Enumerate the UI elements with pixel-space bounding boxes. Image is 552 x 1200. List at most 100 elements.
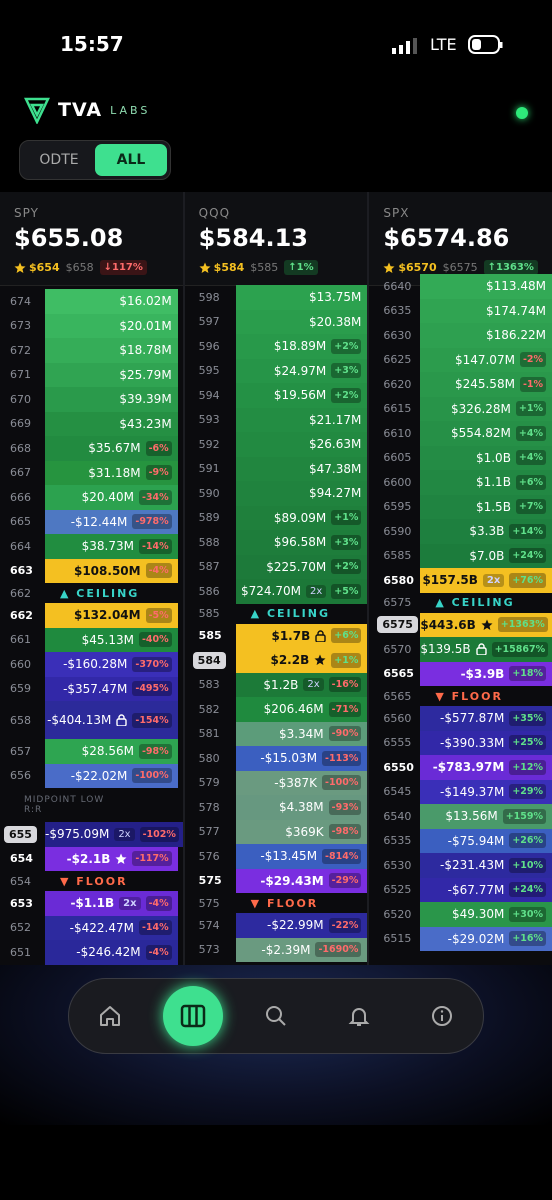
strike: 6600 bbox=[369, 470, 420, 495]
strike: 669 bbox=[0, 412, 45, 437]
nav-info[interactable] bbox=[412, 986, 472, 1046]
exposure-value: $20.40M bbox=[81, 490, 134, 505]
exposure-cell: $186.22M bbox=[420, 323, 552, 348]
exposure-cell: -$15.03M -113% bbox=[235, 746, 368, 771]
strike-row: 665 -$12.44M -978% bbox=[0, 509, 183, 534]
level-label-row: 575 ▼ FLOOR bbox=[185, 893, 368, 913]
midpoint-text: MIDPOINT LOW bbox=[24, 795, 105, 805]
exposure-cell: -$1.1B 2x -4% bbox=[45, 891, 178, 916]
strike-rows: 6640 $113.48M 6635 $174.74M 6630 $186.22M 6625… bbox=[369, 274, 552, 951]
strike-row: 6515 -$29.02M +16% bbox=[369, 926, 552, 951]
strike-value: 6560 bbox=[383, 711, 412, 725]
strike-value: 590 bbox=[198, 486, 220, 500]
strike-row: 6580 $157.5B 2x +76% bbox=[369, 568, 552, 593]
exposure-value: $1.2B bbox=[263, 677, 299, 692]
exposure-cell: $94.27M bbox=[235, 481, 368, 506]
strike-value: 587 bbox=[198, 560, 220, 574]
strike-value: 582 bbox=[198, 702, 220, 716]
change-pct: -4% bbox=[145, 895, 172, 911]
change-pct: -14% bbox=[138, 920, 172, 936]
change-pct: +2% bbox=[331, 559, 362, 575]
strike-value: 657 bbox=[10, 744, 31, 758]
strike: 673 bbox=[0, 314, 45, 339]
change-pct: -6% bbox=[145, 440, 172, 456]
change-badge: ↑1% bbox=[284, 260, 318, 275]
strike: 575 bbox=[185, 869, 236, 894]
exposure-cell: $49.30M +30% bbox=[420, 902, 552, 927]
strike-row: 6595 $1.5B +7% bbox=[369, 494, 552, 519]
strike-value: 6640 bbox=[383, 279, 412, 293]
nav-home[interactable] bbox=[80, 986, 140, 1046]
strike-value: 577 bbox=[198, 825, 220, 839]
logo[interactable]: TVA LABS bbox=[24, 96, 150, 124]
strike-value: 670 bbox=[10, 392, 31, 406]
strike: 656 bbox=[0, 764, 45, 789]
exposure-cell: $369K -98% bbox=[235, 819, 368, 844]
strike: 6555 bbox=[369, 731, 420, 756]
strike-value: 576 bbox=[198, 849, 220, 863]
exposure-value: $132.04M bbox=[73, 608, 141, 623]
exposure-value: $18.89M bbox=[273, 339, 327, 354]
price: $584.13 bbox=[198, 224, 308, 252]
tab[interactable]: ODTE bbox=[39, 152, 79, 168]
exposure-value: $47.38M bbox=[309, 461, 362, 476]
strike-row: 6615 $326.28M +1% bbox=[369, 396, 552, 421]
exposure-cell: $89.09M +1% bbox=[235, 505, 368, 530]
strike-row: 671 $25.79M bbox=[0, 362, 183, 387]
strike-value: 6565 bbox=[383, 667, 414, 681]
exposure-value: $724.70M bbox=[240, 584, 301, 599]
price: $655.08 bbox=[14, 224, 124, 252]
strike-value: 596 bbox=[198, 339, 220, 353]
strike-value: 669 bbox=[10, 417, 31, 431]
strike-row: 588 $96.58M +3% bbox=[185, 530, 368, 555]
exposure-cell: $7.0B +24% bbox=[420, 543, 552, 568]
strike-row: 674 $16.02M bbox=[0, 289, 183, 314]
star-price-wrap: $584 bbox=[199, 261, 244, 274]
change-pct: +29% bbox=[509, 784, 547, 800]
strike-row: 6550 -$783.97M +12% bbox=[369, 755, 552, 780]
strike-value: 6600 bbox=[383, 475, 412, 489]
nav-alerts[interactable] bbox=[329, 986, 389, 1046]
exposure-cell: $1.0B +4% bbox=[420, 445, 552, 470]
change-pct: -90% bbox=[328, 726, 362, 742]
strike-value: 6635 bbox=[383, 304, 412, 318]
live-dot bbox=[516, 107, 528, 119]
strike: 6560 bbox=[369, 706, 420, 731]
strike-value: 6540 bbox=[383, 809, 412, 823]
nav-columns[interactable] bbox=[163, 986, 224, 1046]
strike-row: 587 $225.70M +2% bbox=[185, 554, 368, 579]
exposure-value: $25.79M bbox=[119, 367, 172, 382]
change-pct: +14% bbox=[509, 523, 547, 539]
exposure-value: $35.67M bbox=[88, 441, 141, 456]
change-pct: -16% bbox=[328, 677, 362, 693]
exposure-cell: $147.07M -2% bbox=[420, 347, 552, 372]
change-pct: +15867% bbox=[491, 641, 549, 657]
change-pct: +1% bbox=[331, 510, 362, 526]
change-pct: +25% bbox=[509, 735, 547, 751]
strike: 659 bbox=[0, 677, 45, 702]
strike-row: 584 $2.2B +1% bbox=[185, 648, 368, 673]
tab-active[interactable]: ALL bbox=[95, 144, 167, 176]
exposure-cell: $28.56M -98% bbox=[45, 739, 178, 764]
change-pct: +24% bbox=[509, 882, 547, 898]
exposure-cell: -$29.43M -29% bbox=[235, 868, 368, 893]
star-icon bbox=[383, 262, 395, 274]
exposure-cell: $3.34M -90% bbox=[235, 721, 368, 746]
strike-value: 573 bbox=[198, 943, 220, 957]
change-pct: +35% bbox=[509, 710, 547, 726]
exposure-cell: -$404.13M -154% bbox=[45, 701, 178, 739]
exposure-value: $89.09M bbox=[273, 510, 327, 525]
strike: 670 bbox=[0, 387, 45, 412]
strike-row: 580 -$15.03M -113% bbox=[185, 746, 368, 771]
strike: 6605 bbox=[369, 446, 420, 471]
nav-search[interactable] bbox=[246, 986, 306, 1046]
strike-value: 653 bbox=[10, 896, 33, 910]
exposure-cell: $206.46M -71% bbox=[235, 697, 368, 722]
strike: 6550 bbox=[369, 755, 420, 780]
strike-value: 584 bbox=[192, 651, 226, 669]
brand: TVA bbox=[58, 99, 103, 121]
exposure-value: -$15.03M bbox=[260, 751, 318, 766]
exposure-cell: -$246.42M -4% bbox=[45, 940, 178, 965]
strike-row: 6635 $174.74M bbox=[369, 298, 552, 323]
